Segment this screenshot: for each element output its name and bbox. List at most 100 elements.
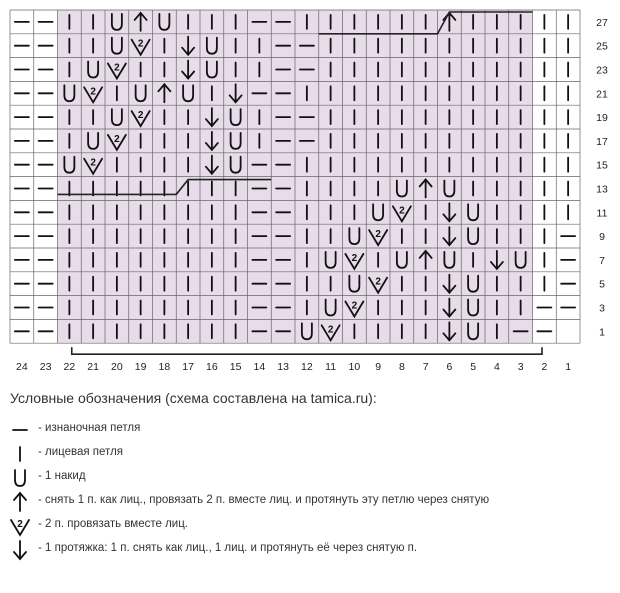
legend-text: - 1 протяжка: 1 п. снять как лиц., 1 лиц… (38, 542, 418, 554)
column-number: 19 (135, 361, 147, 373)
row-number: 9 (599, 231, 605, 243)
k2tog-symbol: 2 (320, 324, 341, 343)
svg-text:2: 2 (90, 158, 96, 169)
column-number: 24 (16, 361, 28, 373)
yarn-over-symbol (467, 203, 480, 222)
yarn-over-symbol (229, 108, 242, 127)
yarn-over-symbol (372, 203, 385, 222)
knit-icon (19, 446, 21, 462)
row-number: 23 (596, 65, 608, 77)
row-number: 3 (599, 303, 605, 315)
column-number: 18 (159, 361, 171, 373)
yarn-over-symbol (134, 84, 147, 103)
k2tog-symbol: 2 (130, 39, 151, 57)
yarn-over-symbol (324, 251, 337, 269)
yarn-over-symbol (110, 108, 123, 127)
column-number: 23 (40, 361, 52, 373)
yarn-over-symbol (63, 155, 76, 174)
row-number: 27 (596, 17, 608, 29)
legend-item: - лицевая петля (8, 442, 608, 466)
column-number: 14 (254, 361, 266, 373)
sl1-k2tog-psso-icon (13, 491, 27, 512)
yarn-over-symbol (467, 227, 480, 246)
k2tog-symbol: 2 (106, 134, 127, 152)
yarn-over-symbol (348, 227, 361, 246)
column-number: 10 (349, 361, 361, 373)
column-number: 9 (375, 361, 381, 373)
k2tog-symbol: 2 (344, 301, 365, 319)
column-number: 2 (541, 361, 547, 373)
column-number: 13 (277, 361, 289, 373)
legend-text: - 1 накид (38, 470, 86, 482)
yarn-over-symbol (395, 179, 408, 198)
k2tog-symbol: 2 (83, 158, 104, 176)
column-number: 7 (423, 361, 429, 373)
column-number: 12 (301, 361, 313, 373)
column-number: 21 (87, 361, 99, 373)
yarn-over-symbol (467, 322, 480, 341)
row-number: 19 (596, 112, 608, 124)
column-number: 4 (494, 361, 500, 373)
yarn-over-symbol (514, 251, 527, 269)
svg-text:2: 2 (399, 205, 405, 216)
k2tog-symbol: 2 (130, 110, 151, 128)
svg-text:2: 2 (90, 86, 96, 97)
ssk-symbol (489, 249, 504, 271)
yarn-over-icon (14, 469, 26, 487)
column-number: 5 (470, 361, 476, 373)
svg-text:2: 2 (138, 39, 144, 50)
legend-item: - 1 протяжка: 1 п. снять как лиц., 1 лиц… (8, 538, 608, 562)
yarn-over-symbol (443, 251, 456, 269)
yarn-over-symbol (395, 251, 408, 269)
grid-lines (9, 9, 581, 344)
ssk-symbol (181, 59, 196, 80)
yarn-over-symbol (467, 298, 480, 317)
legend-title: Условные обозначения (схема составлена н… (10, 390, 377, 406)
row-number: 13 (596, 184, 608, 196)
yarn-over-symbol (63, 84, 76, 103)
repeat-bracket (70, 347, 543, 355)
svg-text:2: 2 (352, 301, 358, 312)
svg-text:2: 2 (114, 63, 120, 74)
column-number: 8 (399, 361, 405, 373)
column-number: 16 (206, 361, 218, 373)
column-number: 15 (230, 361, 242, 373)
svg-text:2: 2 (375, 277, 381, 288)
legend-item: - изнаночная петля (8, 418, 608, 442)
row-number: 25 (596, 41, 608, 53)
svg-text:2: 2 (375, 229, 381, 240)
yarn-over-symbol (229, 155, 242, 174)
legend-item: 2 - 2 п. провязать вместе лиц. (8, 514, 608, 538)
k2tog-symbol: 2 (368, 277, 389, 295)
k2tog-symbol: 2 (344, 253, 365, 271)
legend-item: - 1 накид (8, 466, 608, 490)
yarn-over-symbol (324, 298, 337, 317)
row-number: 1 (599, 326, 605, 338)
column-number: 1 (565, 361, 571, 373)
yarn-over-symbol (158, 13, 171, 31)
yarn-over-symbol (87, 60, 100, 79)
row-number: 11 (597, 207, 608, 219)
ssk-symbol (204, 107, 219, 128)
yarn-over-symbol (443, 179, 456, 198)
yarn-over-symbol (110, 36, 123, 55)
row-number: 5 (599, 279, 605, 291)
k2tog-symbol: 2 (106, 63, 127, 81)
row-number: 17 (596, 136, 608, 148)
svg-text:2: 2 (114, 134, 120, 145)
svg-text:2: 2 (352, 253, 358, 264)
ssk-symbol (228, 83, 243, 104)
legend-glyph (14, 469, 26, 487)
k2tog-symbol: 2 (368, 229, 389, 247)
sl1-k2tog-psso-symbol (418, 178, 433, 199)
column-number: 11 (325, 361, 336, 373)
legend-glyph: 2 (10, 519, 30, 537)
ssk-icon (13, 540, 27, 561)
sl1-k2tog-psso-symbol (418, 249, 433, 270)
ssk-symbol (442, 321, 457, 342)
ssk-symbol (442, 297, 457, 318)
column-number: 22 (64, 361, 76, 373)
chart-cells: 2 2 2 2 2 2 2 2 2 2 2 2 (13, 11, 577, 343)
ssk-symbol (204, 154, 219, 176)
